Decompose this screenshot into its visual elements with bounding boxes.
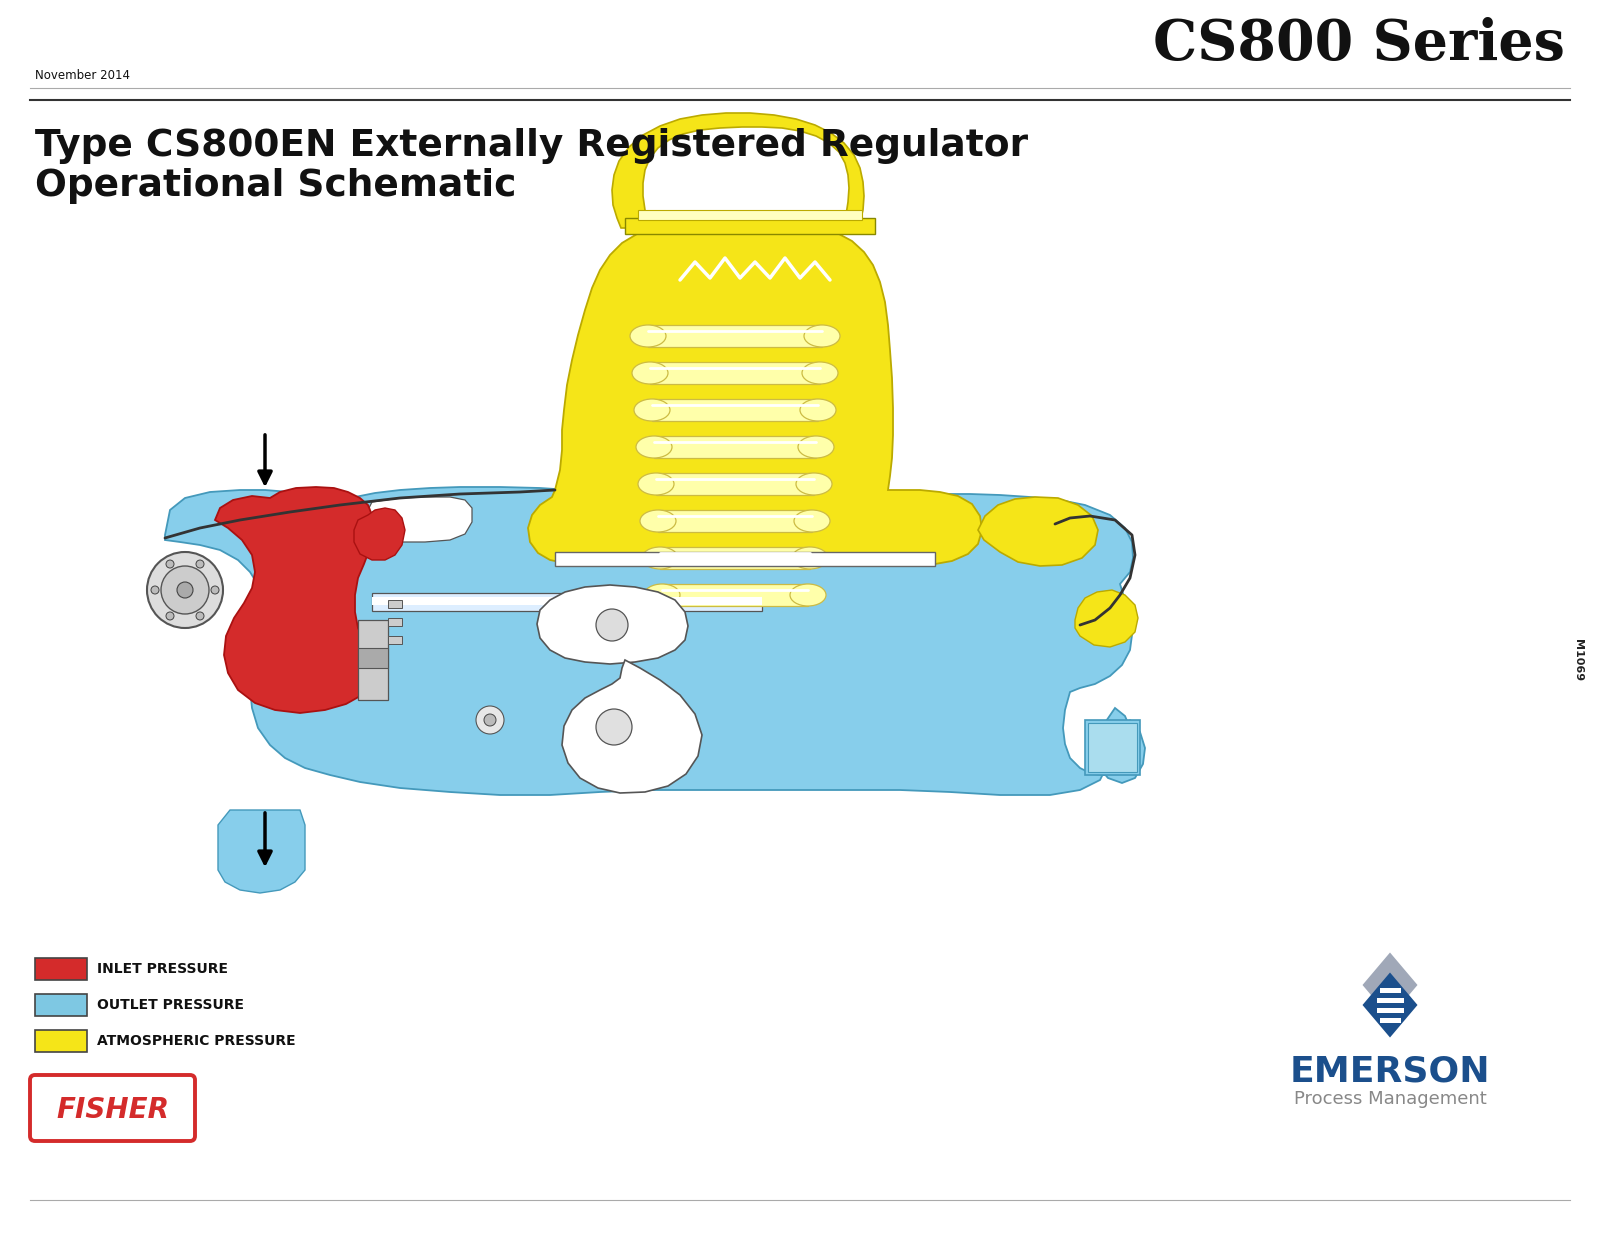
Text: OUTLET PRESSURE: OUTLET PRESSURE [98,998,243,1012]
Ellipse shape [632,362,669,383]
Circle shape [147,552,222,628]
Circle shape [195,560,205,568]
Circle shape [595,609,627,641]
Ellipse shape [805,325,840,348]
Bar [650,362,819,383]
Bar [371,597,762,605]
Bar [1376,998,1403,1003]
FancyBboxPatch shape [30,1075,195,1141]
Polygon shape [611,113,864,228]
Ellipse shape [802,362,838,383]
Bar [387,618,402,626]
Circle shape [166,560,174,568]
Ellipse shape [637,435,672,458]
Text: Operational Schematic: Operational Schematic [35,168,517,204]
Bar [1085,720,1139,776]
Bar [387,636,402,644]
Polygon shape [218,810,306,893]
Polygon shape [363,497,472,542]
Bar [371,593,762,611]
Ellipse shape [638,473,674,495]
Bar [648,325,822,348]
Polygon shape [538,585,688,664]
Polygon shape [1363,972,1418,1038]
Text: INLET PRESSURE: INLET PRESSURE [98,962,229,976]
Polygon shape [165,487,1146,795]
Bar [1376,1008,1403,1013]
Bar [638,210,862,220]
Bar [1088,722,1138,772]
Text: Type CS800EN Externally Registered Regulator: Type CS800EN Externally Registered Regul… [35,127,1029,165]
Circle shape [483,714,496,726]
Ellipse shape [642,547,678,569]
Polygon shape [978,497,1098,567]
Text: M1069: M1069 [1573,640,1582,682]
Circle shape [195,612,205,620]
Ellipse shape [792,547,829,569]
Circle shape [211,586,219,594]
Bar [358,620,387,700]
Circle shape [166,612,174,620]
Text: Process Management: Process Management [1294,1090,1486,1108]
Bar [35,957,86,980]
Bar [1379,988,1400,993]
Circle shape [150,586,158,594]
Polygon shape [562,661,702,793]
Circle shape [595,709,632,745]
Text: ATMOSPHERIC PRESSURE: ATMOSPHERIC PRESSURE [98,1034,296,1048]
Bar [653,400,818,421]
Bar [1379,1018,1400,1023]
Ellipse shape [800,400,835,421]
Polygon shape [214,487,374,713]
Bar [626,218,875,234]
Polygon shape [1075,590,1138,647]
Bar [555,552,934,567]
Bar [35,995,86,1016]
Circle shape [477,706,504,734]
Ellipse shape [640,510,675,532]
Text: November 2014: November 2014 [35,69,130,82]
Bar [387,600,402,609]
Bar [658,510,813,532]
Circle shape [162,567,210,614]
Ellipse shape [630,325,666,348]
Ellipse shape [634,400,670,421]
Bar [35,1030,86,1051]
Bar [661,547,810,569]
Text: EMERSON: EMERSON [1290,1055,1490,1089]
Ellipse shape [643,584,680,606]
Ellipse shape [797,473,832,495]
Text: CS800 Series: CS800 Series [1154,17,1565,72]
Ellipse shape [790,584,826,606]
Text: FISHER: FISHER [56,1096,170,1124]
Bar [358,648,387,668]
Bar [656,473,814,495]
Polygon shape [1363,952,1418,1018]
Polygon shape [528,221,982,564]
Bar [654,435,816,458]
Polygon shape [354,508,405,560]
Ellipse shape [794,510,830,532]
Circle shape [178,581,194,597]
Ellipse shape [798,435,834,458]
Bar [662,584,808,606]
